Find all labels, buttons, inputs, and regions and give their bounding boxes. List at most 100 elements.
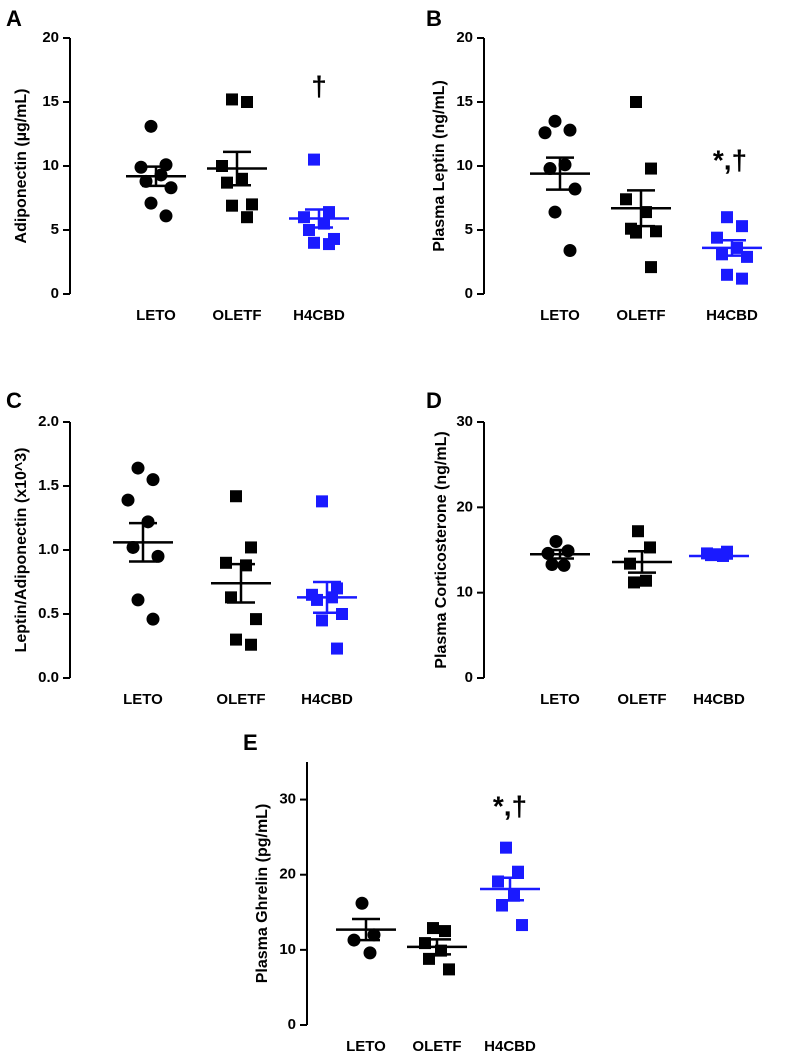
y-axis-title: Adiponectin (µg/mL) [13,89,30,244]
series-oletf [207,93,267,224]
y-tick-label: 5 [465,221,473,238]
data-point [716,248,728,261]
data-point [154,168,168,182]
category-label: H4CBD [293,307,345,324]
data-point [134,160,148,174]
data-point [331,642,343,655]
data-point [151,549,165,563]
data-point [141,515,155,529]
y-tick-label: 0 [288,1016,296,1033]
data-point [131,593,145,607]
data-point [363,946,377,960]
data-point [628,576,640,589]
y-tick-label: 10 [42,157,59,174]
series-h4cbd [689,545,749,562]
y-axis-title: Leptin/Adiponectin (x10^3) [13,448,30,653]
series-oletf [211,490,271,651]
y-tick-label: 0.0 [38,669,59,686]
data-point [563,243,577,257]
series-oletf [611,96,671,274]
category-label: H4CBD [693,691,745,708]
y-axis-title: Plasma Ghrelin (pg/mL) [254,804,271,984]
y-axis-title: Plasma Corticosterone (ng/mL) [433,431,450,668]
category-label: H4CBD [484,1038,536,1055]
data-point [355,896,369,910]
data-point [548,205,562,219]
panel-b: B 0 5 10 15 20 Plasma Leptin (ng/mL) LETO OLETF H… [426,6,762,324]
category-label: H4CBD [706,307,758,324]
data-point [548,114,562,128]
data-point [516,919,528,932]
data-point [538,126,552,140]
data-point [311,593,323,606]
data-point [323,238,335,251]
category-label: OLETF [412,1038,461,1055]
data-point [630,226,642,239]
data-point [220,556,232,569]
panel-label: A [6,6,22,31]
y-tick-label: 30 [279,791,296,808]
series-h4cbd [480,841,540,932]
category-label: OLETF [212,307,261,324]
data-point [630,96,642,108]
data-point [241,96,253,108]
data-point [427,922,439,935]
data-point [241,211,253,224]
panel-c: C 0.0 0.5 1.0 1.5 2.0 Leptin/Adiponectin (x10^… [6,388,357,708]
data-point [640,574,652,587]
data-point [308,153,320,166]
data-point [721,211,733,224]
series-leto [113,461,173,626]
series-h4cbd [289,153,349,251]
data-point [741,250,753,263]
data-point [245,638,257,651]
data-point [443,963,455,976]
category-label: OLETF [216,691,265,708]
series-leto [126,119,186,223]
data-point [146,473,160,487]
data-point [298,211,310,224]
series-h4cbd [297,495,357,655]
panel-label: B [426,6,442,31]
y-tick-label: 15 [456,93,473,110]
data-point [336,608,348,620]
data-point [563,123,577,137]
data-point [131,461,145,475]
y-tick-label: 20 [456,498,473,515]
data-point [221,176,233,189]
category-label: LETO [136,307,176,324]
y-axis-title: Plasma Leptin (ng/mL) [431,80,448,252]
data-point [230,490,242,503]
category-label: LETO [123,691,163,708]
data-point [632,525,644,538]
data-point [226,199,238,212]
data-point [121,493,135,507]
panel-label: E [243,730,258,755]
data-point [645,162,657,175]
data-point [226,93,238,106]
data-point [164,181,178,195]
data-point [236,172,248,185]
data-point [144,119,158,133]
y-tick-label: 10 [279,941,296,958]
category-label: H4CBD [301,691,353,708]
y-tick-label: 20 [279,866,296,883]
data-point [650,225,662,238]
data-point [711,231,723,244]
data-point [126,540,140,554]
y-tick-label: 20 [42,29,59,46]
data-point [316,614,328,627]
y-tick-label: 5 [51,221,59,238]
data-point [216,160,228,172]
series-leto [530,534,590,572]
y-tick-label: 30 [456,413,473,430]
data-point [159,209,173,223]
data-point [620,193,632,206]
panel-label: C [6,388,22,413]
data-point [240,559,252,572]
data-point [500,841,512,854]
y-tick-label: 1.0 [38,541,59,558]
panel-e: E 0 10 20 30 Plasma Ghrelin (pg/mL) LETO OLETF H… [243,730,540,1055]
series-h4cbd [702,211,762,285]
data-point [736,220,748,233]
